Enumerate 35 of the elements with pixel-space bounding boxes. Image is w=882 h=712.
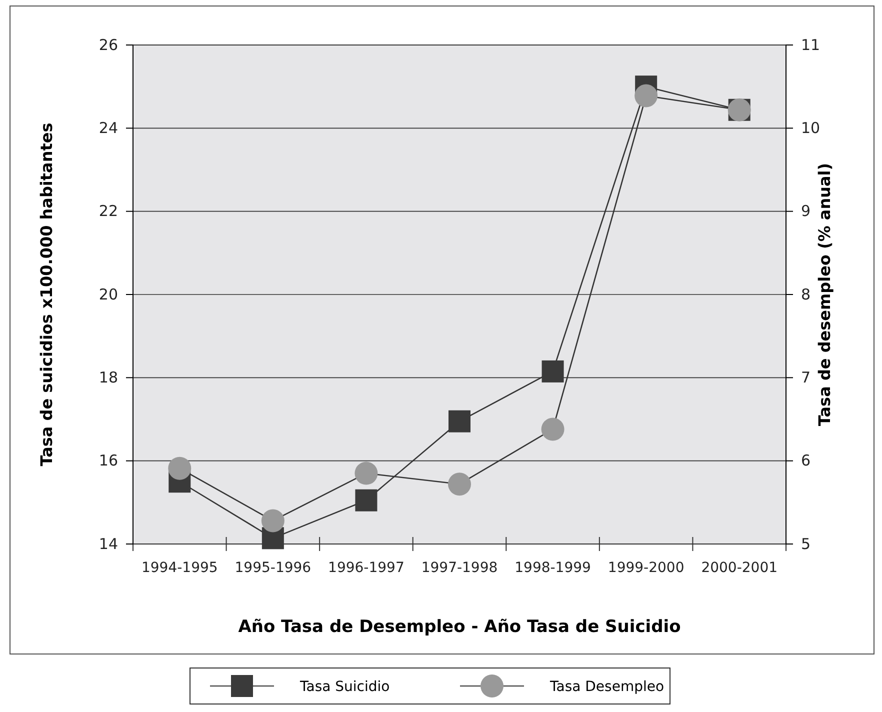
point xyxy=(542,360,564,382)
x-tick-label: 1995-1996 xyxy=(234,560,312,576)
legend-label: Tasa Suicidio xyxy=(299,679,390,695)
y-tick-label: 18 xyxy=(98,368,118,386)
y-tick-label: 16 xyxy=(98,452,118,470)
y2-tick-label: 6 xyxy=(801,452,811,470)
point xyxy=(634,84,658,108)
x-tick-label: 1999-2000 xyxy=(608,560,684,576)
x-tick-label: 1994-1995 xyxy=(141,560,218,576)
y-tick-label: 24 xyxy=(98,118,118,137)
point xyxy=(448,410,470,432)
x-tick-label: 1998-1999 xyxy=(514,560,591,576)
y2-tick-label: 9 xyxy=(801,202,811,220)
y-tick-label: 14 xyxy=(98,534,118,553)
y2-tick-label: 7 xyxy=(801,368,811,386)
y2-tick-label: 5 xyxy=(801,534,811,553)
point xyxy=(168,456,192,480)
y2-tick-label: 10 xyxy=(801,118,820,137)
y-tick-label: 20 xyxy=(98,285,118,304)
x-axis-title: Año Tasa de Desempleo - Año Tasa de Suicidio xyxy=(238,617,681,637)
x-tick-label: 1997-1998 xyxy=(421,560,498,576)
y-axis-title: Tasa de suicidios x100.000 habitantes xyxy=(37,122,56,466)
point xyxy=(541,418,564,441)
y2-tick-label: 8 xyxy=(801,285,811,304)
point xyxy=(355,489,378,512)
x-tick-label: 2000-2001 xyxy=(701,560,778,576)
y-tick-label: 26 xyxy=(98,36,118,54)
legend-label: Tasa Desempleo xyxy=(549,679,664,695)
y2-axis-title: Tasa de desempleo (% anual) xyxy=(815,162,834,426)
y2-tick-label: 11 xyxy=(801,36,820,54)
x-tick-label: 1996-1997 xyxy=(328,560,404,576)
point xyxy=(448,472,471,496)
point xyxy=(261,509,284,532)
point xyxy=(354,462,378,485)
y-tick-label: 22 xyxy=(98,202,118,220)
